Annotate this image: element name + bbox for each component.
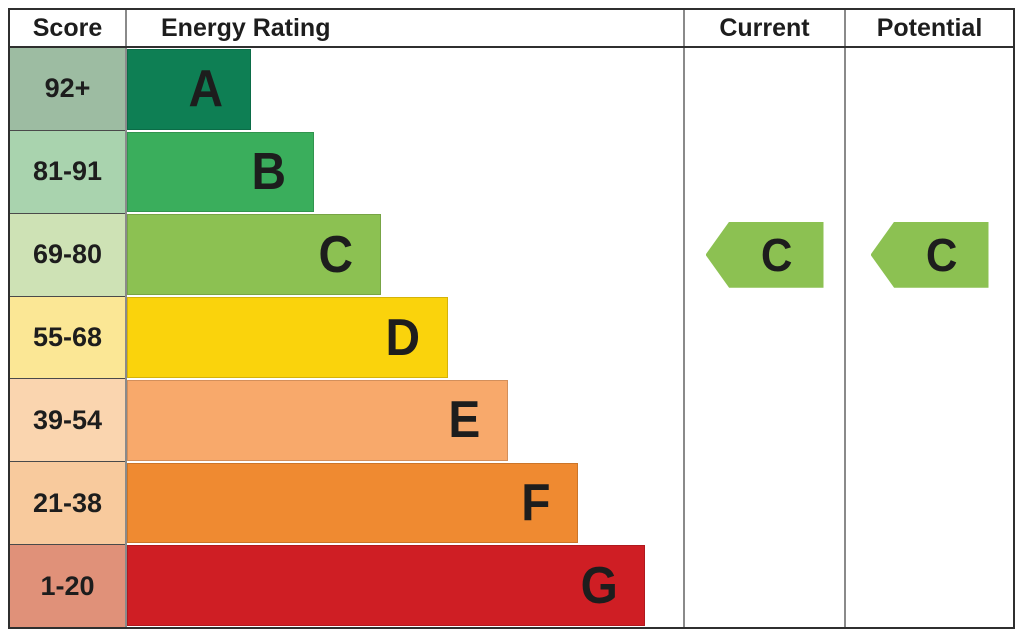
energy-rating-column-header: Energy Rating bbox=[127, 10, 685, 46]
rating-letter-b: B bbox=[251, 143, 287, 202]
rating-letter-a: A bbox=[188, 60, 224, 119]
score-column: 92+ 81-91 69-80 55-68 39-54 21-38 1-20 bbox=[10, 48, 127, 628]
rating-bar-e: E bbox=[127, 379, 508, 461]
score-range-a: 92+ bbox=[10, 48, 125, 131]
bar-row-c: C bbox=[127, 213, 683, 296]
rating-bar-f: F bbox=[127, 462, 578, 544]
potential-rating-arrow: C bbox=[870, 221, 989, 288]
rating-letter-e: E bbox=[448, 391, 481, 450]
current-rating-column: C bbox=[685, 48, 846, 627]
rating-bar-b: B bbox=[127, 131, 314, 213]
bar-row-d: D bbox=[127, 296, 683, 379]
bar-row-g: G bbox=[127, 544, 683, 627]
rating-bar-c: C bbox=[127, 214, 381, 296]
score-range-b: 81-91 bbox=[10, 130, 125, 214]
score-range-g: 1-20 bbox=[10, 545, 125, 628]
bar-row-b: B bbox=[127, 131, 683, 214]
current-column-header: Current bbox=[685, 10, 846, 46]
rating-bar-d: D bbox=[127, 297, 448, 378]
score-range-d: 55-68 bbox=[10, 296, 125, 380]
bar-row-e: E bbox=[127, 379, 683, 462]
score-range-f: 21-38 bbox=[10, 462, 125, 546]
table-header-row: Score Energy Rating Current Potential bbox=[10, 10, 1013, 48]
score-range-c: 69-80 bbox=[10, 213, 125, 297]
rating-letter-g: G bbox=[580, 556, 618, 615]
current-rating-letter: C bbox=[760, 228, 793, 281]
score-range-e: 39-54 bbox=[10, 379, 125, 463]
rating-bar-g: G bbox=[127, 545, 645, 627]
bar-row-f: F bbox=[127, 462, 683, 545]
bar-row-a: A bbox=[127, 48, 683, 131]
rating-bar-a: A bbox=[127, 49, 251, 130]
score-column-header: Score bbox=[10, 10, 127, 46]
rating-letter-f: F bbox=[521, 473, 551, 532]
epc-rating-table: Score Energy Rating Current Potential 92… bbox=[8, 8, 1015, 629]
potential-rating-column: C bbox=[846, 48, 1013, 627]
rating-letter-c: C bbox=[318, 225, 354, 284]
potential-column-header: Potential bbox=[876, 13, 983, 42]
rating-letter-d: D bbox=[385, 308, 421, 367]
potential-rating-letter: C bbox=[925, 228, 958, 281]
current-rating-arrow: C bbox=[705, 221, 824, 288]
